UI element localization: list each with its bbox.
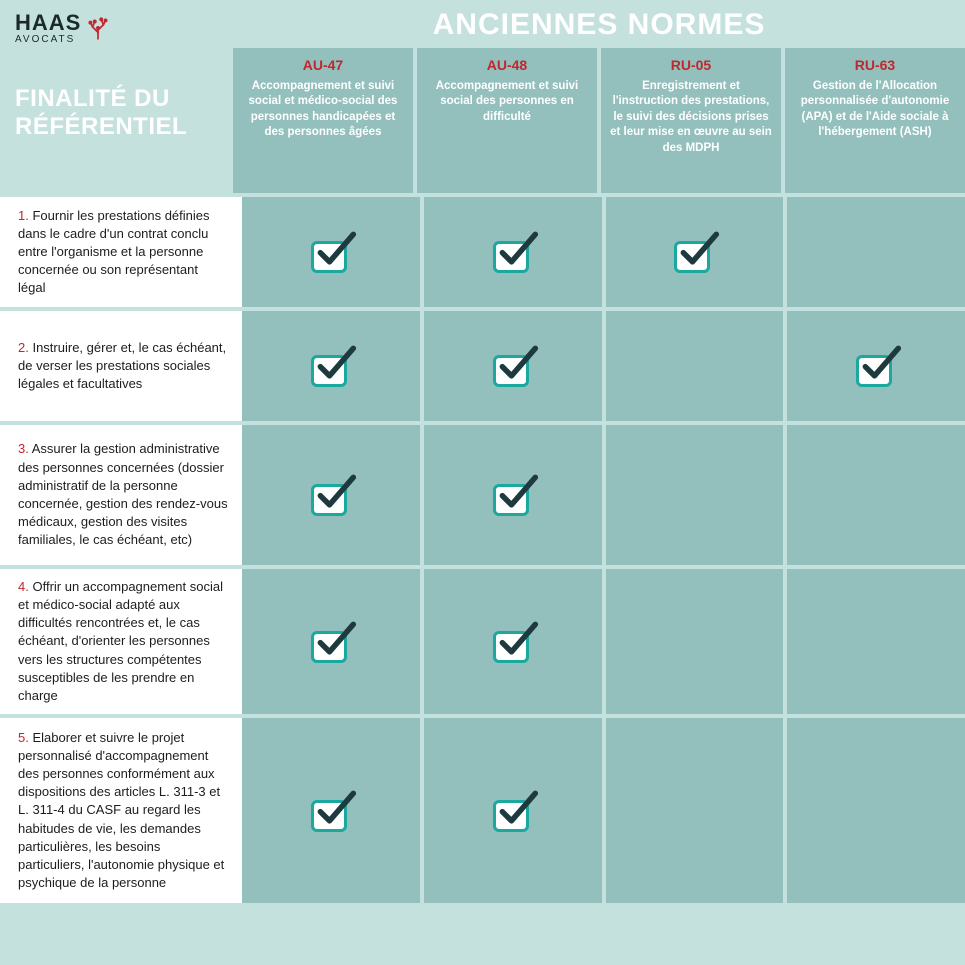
column-code: AU-48 — [425, 56, 589, 75]
grid-cell — [787, 425, 965, 565]
table-row: 3. Assurer la gestion administrative des… — [0, 425, 965, 565]
grid-cell — [242, 197, 420, 307]
row-text: Offrir un accompagnement social et médic… — [18, 579, 223, 703]
column-desc: Accompagnement et suivi social des perso… — [425, 79, 589, 126]
grid-cell — [424, 425, 602, 565]
row-text: Elaborer et suivre le projet personnalis… — [18, 730, 224, 891]
row-number: 2. — [18, 340, 32, 355]
column-header-ru-63: RU-63 Gestion de l'Allocation personnalis… — [785, 48, 965, 193]
grid-cell — [787, 197, 965, 307]
table-row: 5. Elaborer et suivre le projet personna… — [0, 718, 965, 903]
column-header-ru-05: RU-05 Enregistrement et l'instruction des… — [601, 48, 781, 193]
grid-cell — [424, 718, 602, 903]
page: HAAS AVOCATS — [0, 0, 965, 965]
grid-cell — [606, 569, 784, 714]
grid-cell — [787, 569, 965, 714]
checkmark-icon — [491, 621, 535, 663]
header-row: HAAS AVOCATS — [0, 0, 965, 193]
row-label: 1. Fournir les prestations définies dans… — [0, 197, 242, 307]
checkmark-icon — [309, 474, 353, 516]
column-headers: AU-47 Accompagnement et suivi social et m… — [233, 48, 965, 193]
logo-brand: HAAS — [15, 10, 81, 36]
coral-icon — [85, 15, 111, 41]
row-number: 3. — [18, 441, 32, 456]
side-title-line2: RÉFÉRENTIEL — [15, 113, 187, 140]
column-desc: Enregistrement et l'instruction des pres… — [609, 79, 773, 157]
grid-cell — [242, 718, 420, 903]
logo-area: HAAS AVOCATS — [0, 0, 233, 185]
column-desc: Accompagnement et suivi social et médico… — [241, 79, 405, 141]
checkmark-icon — [672, 231, 716, 273]
grid-cell — [606, 197, 784, 307]
column-header-au-47: AU-47 Accompagnement et suivi social et m… — [233, 48, 413, 193]
row-label: 5. Elaborer et suivre le projet personna… — [0, 718, 242, 903]
checkmark-icon — [854, 345, 898, 387]
column-code: RU-05 — [609, 56, 773, 75]
grid-cell — [606, 425, 784, 565]
grid-cell — [424, 569, 602, 714]
checkmark-icon — [491, 474, 535, 516]
row-label: 2. Instruire, gérer et, le cas échéant, … — [0, 311, 242, 421]
grid-cell — [606, 718, 784, 903]
side-title: FINALITÉ DU RÉFÉRENTIEL — [15, 85, 233, 140]
page-title: ANCIENNES NORMES — [233, 8, 965, 42]
checkmark-icon — [309, 345, 353, 387]
table-row: 2. Instruire, gérer et, le cas échéant, … — [0, 311, 965, 421]
logo-text-block: HAAS AVOCATS — [15, 10, 81, 45]
row-label: 3. Assurer la gestion administrative des… — [0, 425, 242, 565]
grid-cell — [787, 718, 965, 903]
grid-cell — [787, 311, 965, 421]
comparison-grid: 1. Fournir les prestations définies dans… — [0, 193, 965, 903]
column-desc: Gestion de l'Allocation personnalisée d'… — [793, 79, 957, 141]
grid-cell — [242, 425, 420, 565]
grid-cell — [424, 311, 602, 421]
logo-sub: AVOCATS — [15, 34, 81, 45]
checkmark-icon — [491, 790, 535, 832]
checkmark-icon — [309, 621, 353, 663]
column-code: AU-47 — [241, 56, 405, 75]
row-text: Assurer la gestion administrative des pe… — [18, 441, 228, 547]
grid-cell — [242, 569, 420, 714]
column-code: RU-63 — [793, 56, 957, 75]
checkmark-icon — [309, 231, 353, 273]
table-row: 1. Fournir les prestations définies dans… — [0, 197, 965, 307]
row-number: 5. — [18, 730, 32, 745]
grid-cell — [424, 197, 602, 307]
logo: HAAS AVOCATS — [15, 10, 233, 45]
column-header-au-48: AU-48 Accompagnement et suivi social des … — [417, 48, 597, 193]
table-row: 4. Offrir un accompagnement social et mé… — [0, 569, 965, 714]
top-title-area: ANCIENNES NORMES AU-47 Accompagnement et … — [233, 0, 965, 193]
grid-cell — [242, 311, 420, 421]
checkmark-icon — [491, 231, 535, 273]
row-number: 1. — [18, 208, 32, 223]
grid-cell — [606, 311, 784, 421]
side-title-line1: FINALITÉ DU — [15, 85, 170, 112]
row-number: 4. — [18, 579, 32, 594]
checkmark-icon — [491, 345, 535, 387]
row-text: Fournir les prestations définies dans le… — [18, 208, 210, 296]
row-label: 4. Offrir un accompagnement social et mé… — [0, 569, 242, 714]
checkmark-icon — [309, 790, 353, 832]
row-text: Instruire, gérer et, le cas échéant, de … — [18, 340, 226, 391]
